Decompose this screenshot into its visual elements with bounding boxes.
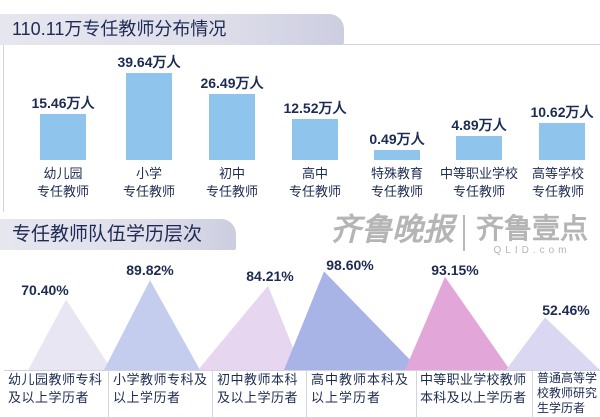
education-label-higher-education: 普通高等学 校教师研究 生学历者 xyxy=(537,371,598,415)
bar-special-education xyxy=(374,150,420,160)
education-label-primary-school: 小学教师专科及 以上学历者 xyxy=(113,372,208,405)
percent-label-vocational-school: 93.15% xyxy=(431,261,479,278)
column-divider xyxy=(108,371,109,417)
watermark-site: QLID.com xyxy=(493,245,571,256)
percent-label-primary-school: 89.82% xyxy=(126,262,174,279)
triangle-senior-high xyxy=(284,271,420,370)
bar-senior-high xyxy=(292,119,338,160)
header-rule xyxy=(344,44,600,45)
column-divider xyxy=(532,371,533,417)
category-label-senior-high: 高中 专任教师 xyxy=(288,166,341,199)
triangle-primary-school xyxy=(104,280,200,370)
watermark-divider xyxy=(463,215,465,251)
left-frame-rule xyxy=(3,45,4,212)
category-label-higher-education: 高等学校 专任教师 xyxy=(531,166,584,199)
triangle-kindergarten xyxy=(28,299,112,370)
percent-label-higher-education: 52.46% xyxy=(542,301,590,318)
triangle-vocational-school xyxy=(405,276,510,370)
bar-value-label-higher-education: 10.62万人 xyxy=(530,104,594,121)
category-label-primary-school: 小学 专任教师 xyxy=(122,166,175,199)
watermark-app: 齐鲁壹点 xyxy=(476,213,589,244)
percent-label-kindergarten: 70.40% xyxy=(21,281,69,298)
category-label-junior-high: 初中 专任教师 xyxy=(205,166,258,199)
education-title: 专任教师队伍学历层次 xyxy=(12,224,203,245)
bar-higher-education xyxy=(539,123,585,160)
triangle-junior-high xyxy=(198,285,302,370)
bar-value-label-junior-high: 26.49万人 xyxy=(200,74,264,91)
bar-vocational-school xyxy=(456,136,502,160)
category-label-vocational-school: 中等职业学校 专任教师 xyxy=(439,166,518,199)
bar-primary-school xyxy=(126,73,172,160)
column-divider xyxy=(212,371,213,417)
education-label-junior-high: 初中教师本科 及以上学历者 xyxy=(217,372,299,405)
column-divider xyxy=(416,371,417,417)
column-divider xyxy=(306,371,307,417)
triangle-higher-education xyxy=(506,317,600,370)
watermark-newspaper: 齐鲁晚报 xyxy=(330,212,454,248)
bar-junior-high xyxy=(209,93,255,160)
bar-kindergarten xyxy=(40,113,86,160)
education-label-senior-high: 高中教师本科及 以上学历者 xyxy=(311,372,410,405)
bar-value-label-primary-school: 39.64万人 xyxy=(117,54,181,71)
category-label-special-education: 特殊教育 专任教师 xyxy=(370,166,423,199)
bar-value-label-senior-high: 12.52万人 xyxy=(283,100,347,117)
education-label-kindergarten: 幼儿园教师专科 及以上学历者 xyxy=(8,372,103,405)
bar-value-label-special-education: 0.49万人 xyxy=(369,131,425,148)
distribution-header: 110.11万专任教师分布情况 xyxy=(0,14,344,45)
percent-label-junior-high: 84.21% xyxy=(246,267,294,284)
category-label-kindergarten: 幼儿园 专任教师 xyxy=(36,166,89,199)
bar-value-label-kindergarten: 15.46万人 xyxy=(31,94,95,111)
education-header: 专任教师队伍学历层次 xyxy=(0,219,236,250)
education-label-vocational-school: 中等职业学校教师 本科及以上学历者 xyxy=(420,372,527,405)
triangle-baseline xyxy=(4,370,600,371)
percent-label-senior-high: 98.60% xyxy=(326,257,374,274)
distribution-title: 110.11万专任教师分布情况 xyxy=(12,19,227,39)
bar-value-label-vocational-school: 4.89万人 xyxy=(451,117,507,134)
